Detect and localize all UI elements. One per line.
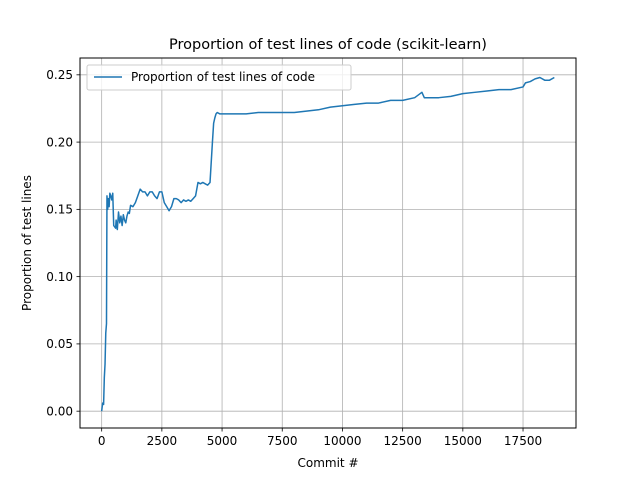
legend-box (86, 64, 352, 91)
y-tick-label: 0.15 (46, 203, 73, 217)
x-axis-title: Commit # (297, 456, 358, 470)
y-tick-label: 0.20 (46, 135, 73, 149)
x-tick-label: 5000 (207, 434, 238, 448)
y-tick-label: 0.10 (46, 270, 73, 284)
y-tick-label: 0.05 (46, 337, 73, 351)
plot-frame (79, 57, 577, 429)
x-tick-label: 2500 (147, 434, 178, 448)
x-axis-ticks: 0 2500 5000 7500 10000 12500 15000 17500 (98, 428, 542, 448)
series-layer (100, 76, 555, 412)
x-tick-label: 7500 (267, 434, 298, 448)
x-tick-label: 0 (98, 434, 106, 448)
series-line (100, 76, 555, 412)
chart-title: Proportion of test lines of code (scikit… (169, 37, 487, 53)
x-tick-label: 17500 (504, 434, 542, 448)
legend: Proportion of test lines of code (86, 64, 352, 91)
x-tick-label: 10000 (323, 434, 361, 448)
y-tick-label: 0.25 (46, 68, 73, 82)
x-tick-label: 15000 (444, 434, 482, 448)
plot-area (80, 58, 576, 428)
y-tick-label: 0.00 (46, 404, 73, 418)
legend-label: Proportion of test lines of code (131, 70, 315, 84)
y-axis-ticks: 0.00 0.05 0.10 0.15 0.20 0.25 (46, 68, 80, 418)
y-axis-title: Proportion of test lines (20, 175, 34, 311)
x-tick-label: 12500 (384, 434, 422, 448)
